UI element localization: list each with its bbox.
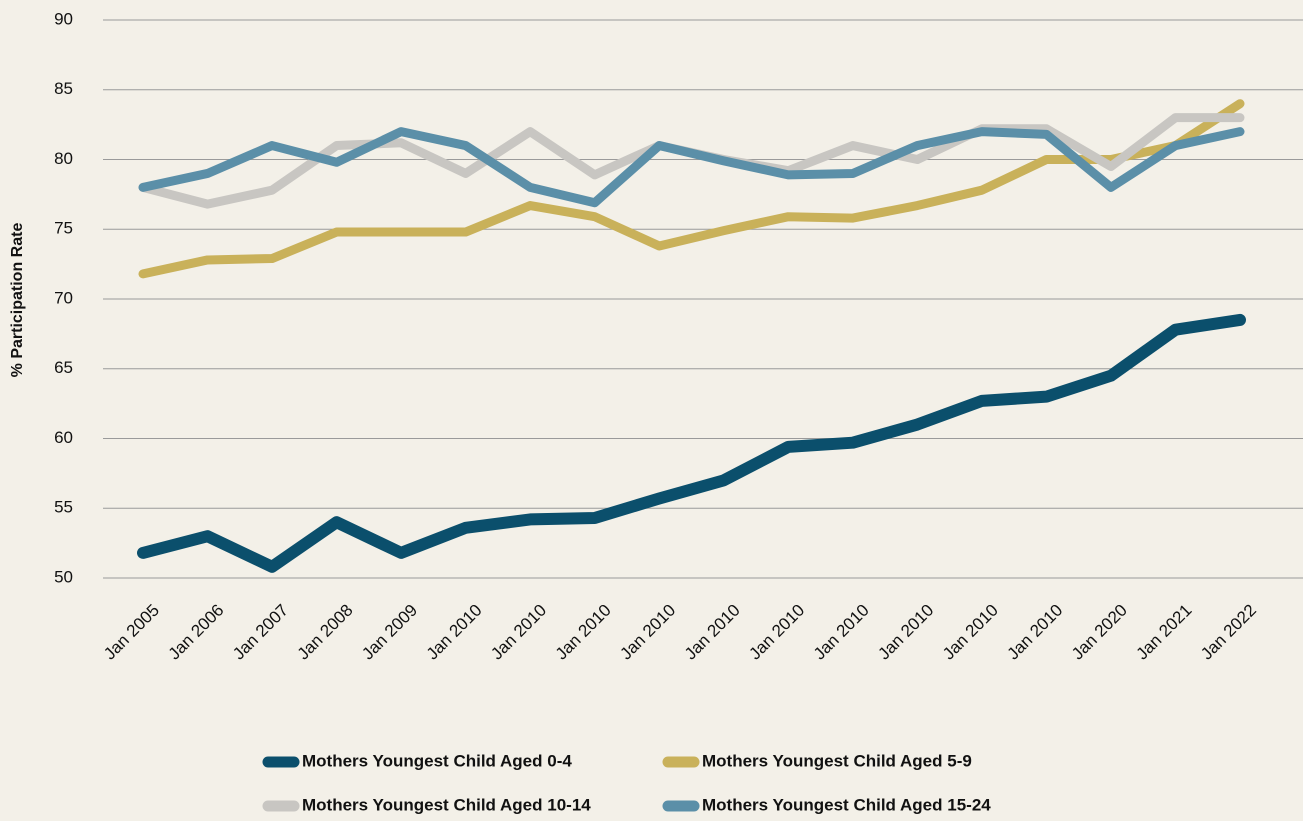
x-tick-label: Jan 2010 [552, 601, 615, 664]
x-tick-label: Jan 2010 [487, 601, 550, 664]
x-tick-label: Jan 2009 [358, 601, 421, 664]
y-tick-label: 65 [54, 358, 73, 377]
x-tick-label: Jan 2010 [874, 601, 937, 664]
series-line [138, 99, 1245, 279]
legend-text: Mothers Youngest Child Aged 0-4 [302, 751, 572, 770]
y-tick-label: 55 [54, 498, 73, 517]
series-line [138, 127, 1245, 208]
x-tick-label: Jan 2007 [229, 601, 292, 664]
x-tick-label: Jan 2010 [423, 601, 486, 664]
x-tick-label: Jan 2022 [1197, 601, 1260, 664]
y-tick-label: 90 [54, 9, 73, 28]
x-tick-label: Jan 2005 [100, 601, 163, 664]
legend-text: Mothers Youngest Child Aged 15-24 [702, 795, 991, 814]
y-tick-label: 85 [54, 79, 73, 98]
y-tick-label: 75 [54, 219, 73, 238]
x-tick-label: Jan 2010 [939, 601, 1002, 664]
series-line [137, 313, 1246, 573]
x-tick-label: Jan 2021 [1133, 601, 1196, 664]
x-tick-label: Jan 2008 [294, 601, 357, 664]
y-axis-title: % Participation Rate [9, 223, 26, 378]
y-tick-label: 60 [54, 428, 73, 447]
x-tick-label: Jan 2010 [745, 601, 808, 664]
y-tick-label: 80 [54, 149, 73, 168]
legend-text: Mothers Youngest Child Aged 5-9 [702, 751, 972, 770]
x-tick-label: Jan 2010 [810, 601, 873, 664]
x-tick-label: Jan 2006 [165, 601, 228, 664]
y-tick-label: 70 [54, 288, 73, 307]
legend-text: Mothers Youngest Child Aged 10-14 [302, 795, 591, 814]
y-tick-label: 50 [54, 567, 73, 586]
x-tick-label: Jan 2010 [616, 601, 679, 664]
x-tick-label: Jan 2010 [1004, 601, 1067, 664]
x-tick-label: Jan 2010 [681, 601, 744, 664]
x-tick-label: Jan 2020 [1068, 601, 1131, 664]
